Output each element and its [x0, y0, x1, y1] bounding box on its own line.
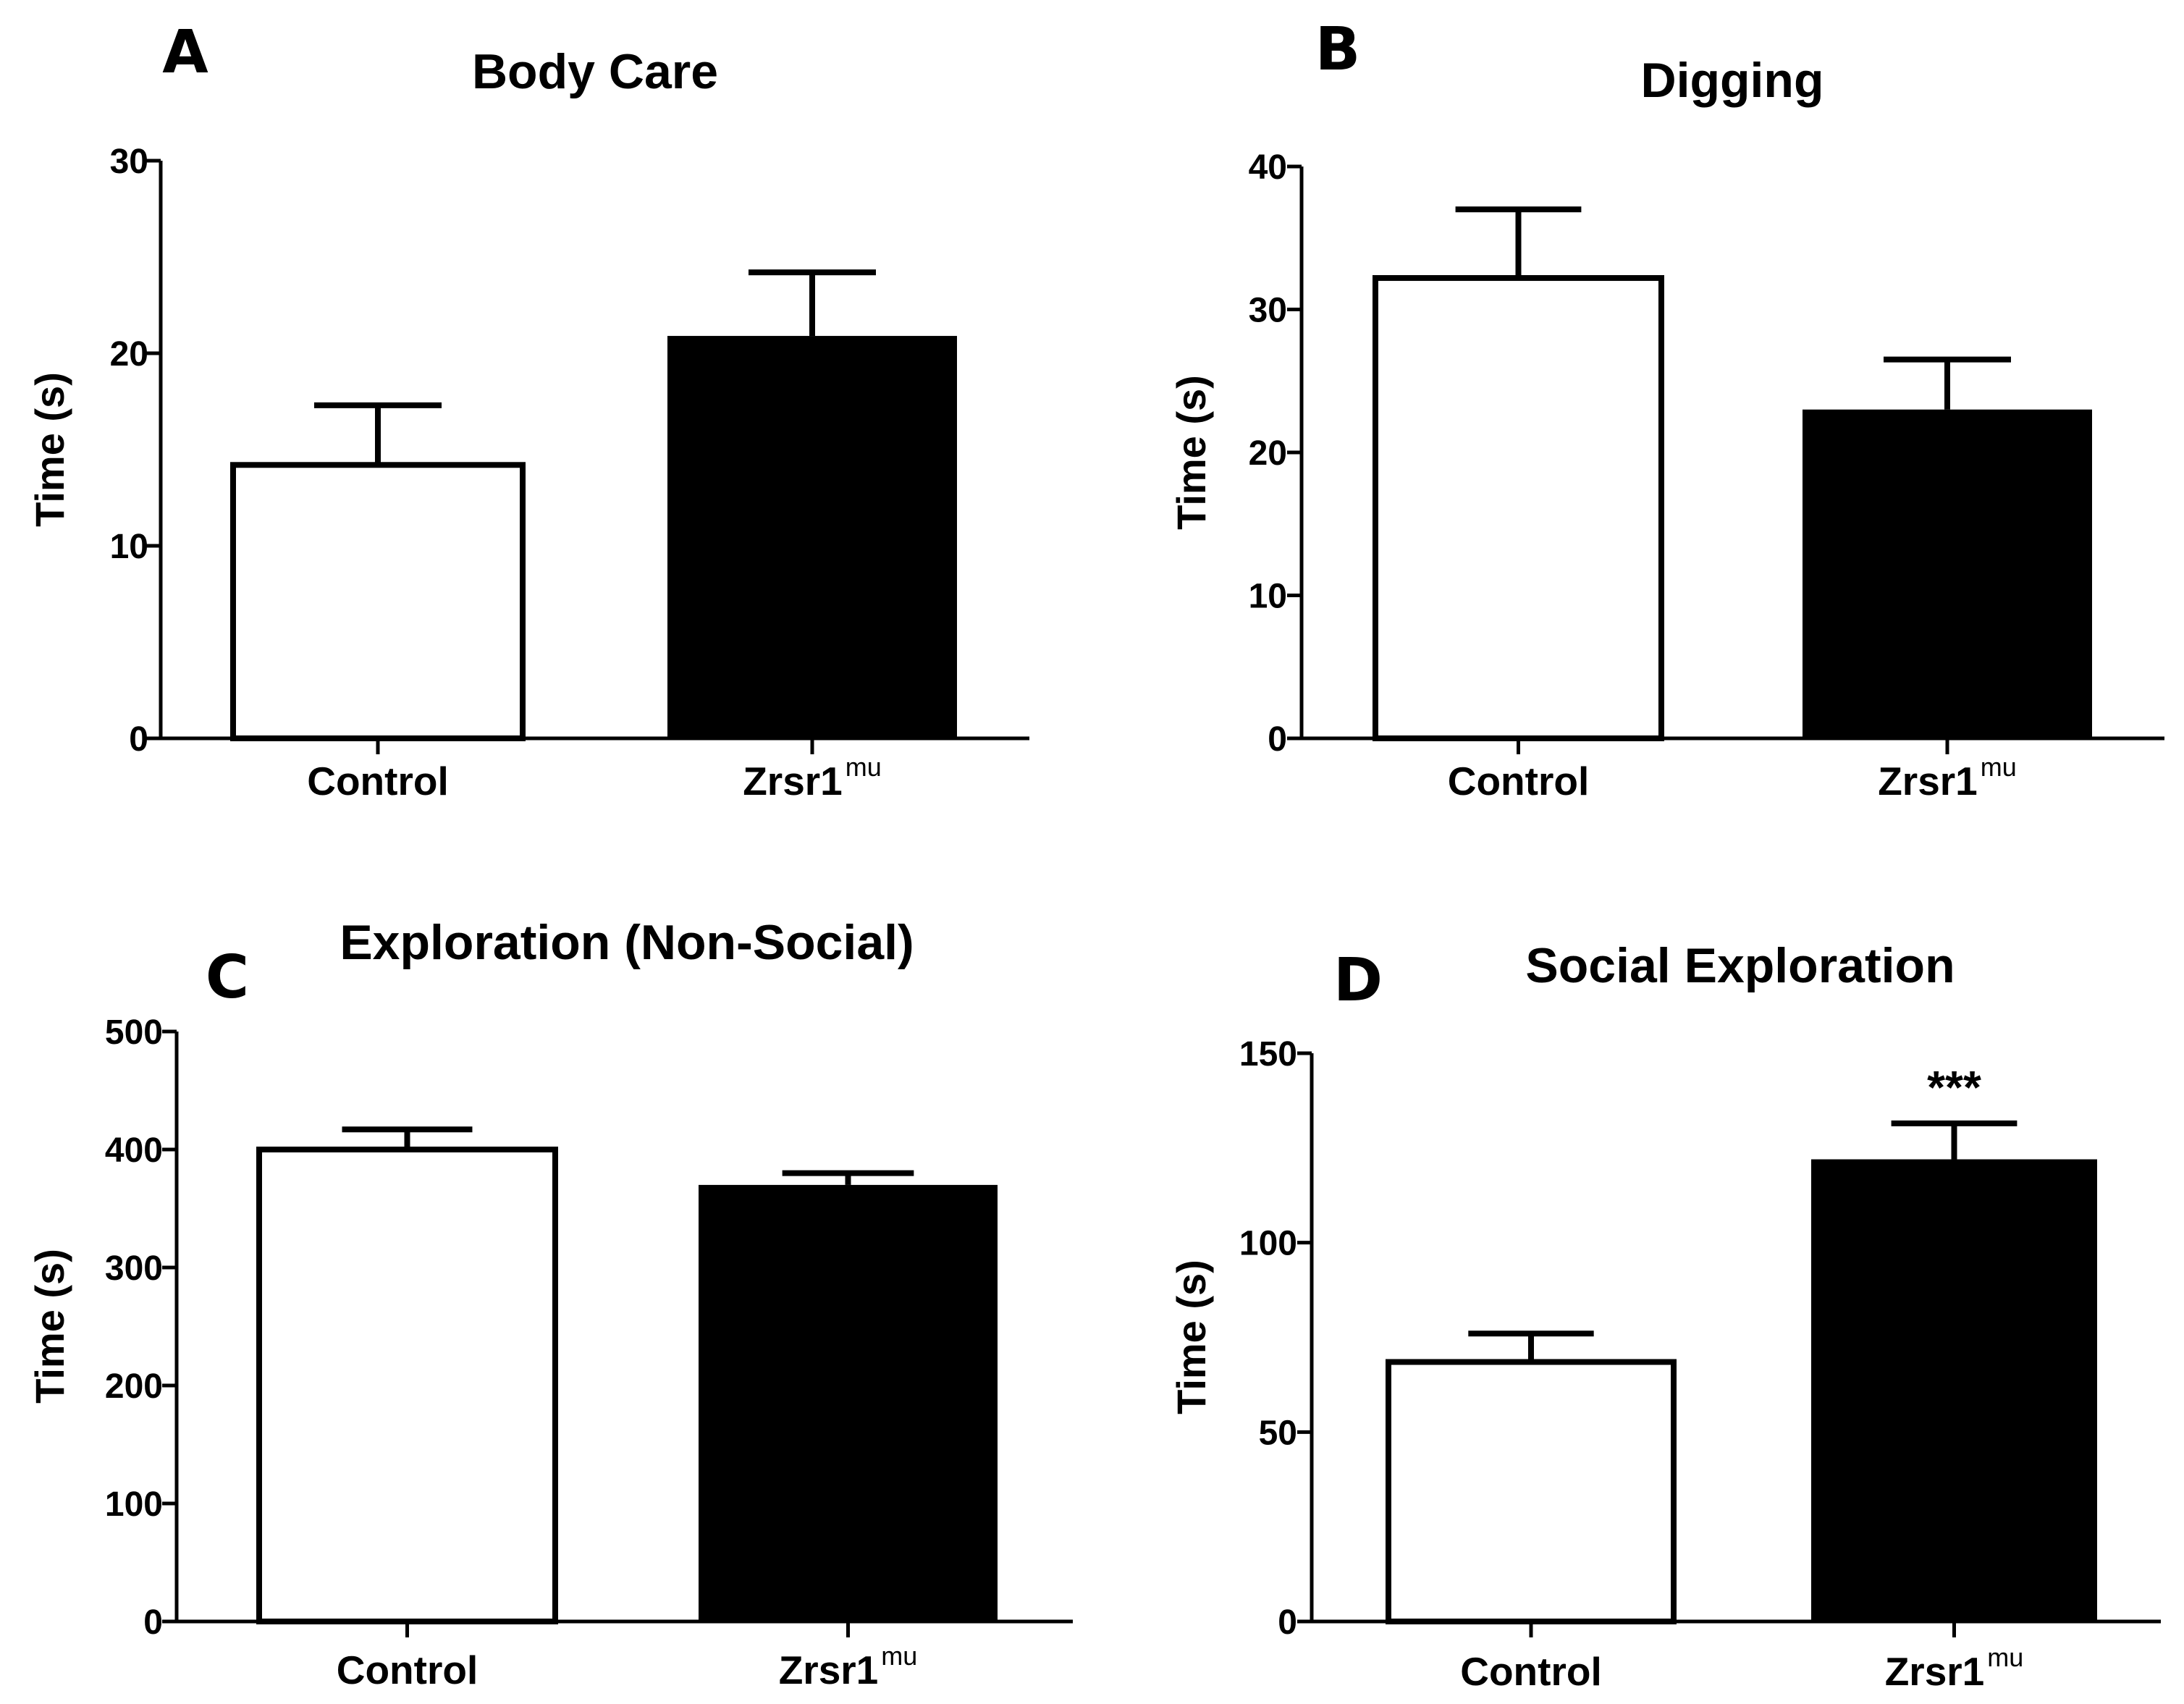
y-axis-label: Time (s) — [27, 372, 72, 527]
y-tick-label: 150 — [1239, 1035, 1297, 1074]
x-tick-label: Control — [307, 759, 449, 804]
y-tick-label: 300 — [105, 1249, 163, 1288]
y-tick-label: 20 — [110, 335, 148, 374]
category-name: Zrsr1 — [779, 1648, 879, 1692]
panel-letter: C — [206, 943, 249, 1012]
bar-zrsr1 — [1811, 1159, 2097, 1621]
category-name: Zrsr1 — [1885, 1649, 1985, 1694]
y-tick-label: 10 — [1249, 578, 1287, 616]
y-tick-label: 200 — [105, 1367, 163, 1406]
y-tick-label: 100 — [1239, 1225, 1297, 1263]
category-superscript: mu — [1981, 752, 2017, 782]
x-tick-label: Zrsr1 mu — [779, 1641, 918, 1692]
bar-zrsr1 — [699, 1184, 998, 1621]
chart-title: Social Exploration — [1525, 938, 1955, 993]
y-tick-label: 0 — [143, 1603, 163, 1642]
y-tick-label: 30 — [110, 143, 148, 181]
category-name: Control — [1448, 759, 1590, 804]
y-tick-label: 20 — [1249, 434, 1287, 473]
bar-control — [1386, 1359, 1677, 1625]
y-tick-label: 0 — [129, 720, 148, 759]
panel-c: C Exploration (Non-Social) Time (s) Control… — [27, 915, 1073, 1692]
chart-title: Exploration (Non-Social) — [340, 915, 914, 970]
panel-d: D Social Exploration Time (s) Control *** Zrs… — [1168, 938, 2161, 1694]
x-tick-label: Control — [337, 1648, 478, 1692]
y-tick-label: 0 — [1268, 720, 1287, 759]
bar-zrsr1 — [1803, 409, 2092, 738]
category-name: Control — [337, 1648, 478, 1692]
y-tick-label: 50 — [1259, 1414, 1297, 1452]
x-tick-label: Zrsr1 mu — [743, 752, 882, 804]
category-name: Control — [1460, 1649, 1602, 1694]
chart-title: Body Care — [472, 44, 718, 99]
significance-annotation: *** — [1927, 1061, 1981, 1113]
panel-letter: A — [162, 18, 208, 87]
bar-control — [1373, 275, 1664, 741]
y-axis-label: Time (s) — [27, 1249, 72, 1404]
y-tick-label: 400 — [105, 1131, 163, 1170]
chart-title: Digging — [1640, 53, 1823, 108]
x-tick-label: Zrsr1 mu — [1878, 752, 2017, 804]
bar-control — [230, 462, 526, 742]
y-tick-label: 40 — [1249, 148, 1287, 187]
category-name: Zrsr1 — [1878, 759, 1978, 804]
y-tick-label: 100 — [105, 1485, 163, 1524]
category-superscript: mu — [1987, 1642, 2023, 1672]
y-tick-label: 30 — [1249, 292, 1287, 330]
x-tick-label: Control — [1448, 759, 1590, 804]
y-tick-label: 500 — [105, 1013, 163, 1052]
x-tick-label: Zrsr1 mu — [1885, 1642, 2024, 1694]
y-tick-label: 0 — [1278, 1603, 1297, 1642]
category-superscript: mu — [846, 752, 882, 782]
y-axis-label: Time (s) — [1168, 1260, 1214, 1414]
bar-control — [256, 1147, 558, 1624]
panel-letter: B — [1315, 15, 1361, 84]
category-superscript: mu — [881, 1641, 917, 1671]
bar-zrsr1 — [667, 336, 957, 738]
panel-b: B Digging Time (s) Control Zrsr1 mu 0 10 20 30 40 — [1168, 15, 2164, 804]
y-tick-label: 10 — [110, 528, 148, 566]
category-name: Control — [307, 759, 449, 804]
panel-letter: D — [1333, 946, 1383, 1015]
y-axis-label: Time (s) — [1168, 375, 1214, 530]
category-name: Zrsr1 — [743, 759, 843, 804]
panel-a: A Body Care Time (s) Control Zrsr1 mu 0 10 20 30 — [27, 18, 1029, 804]
x-tick-label: Control — [1460, 1649, 1602, 1694]
